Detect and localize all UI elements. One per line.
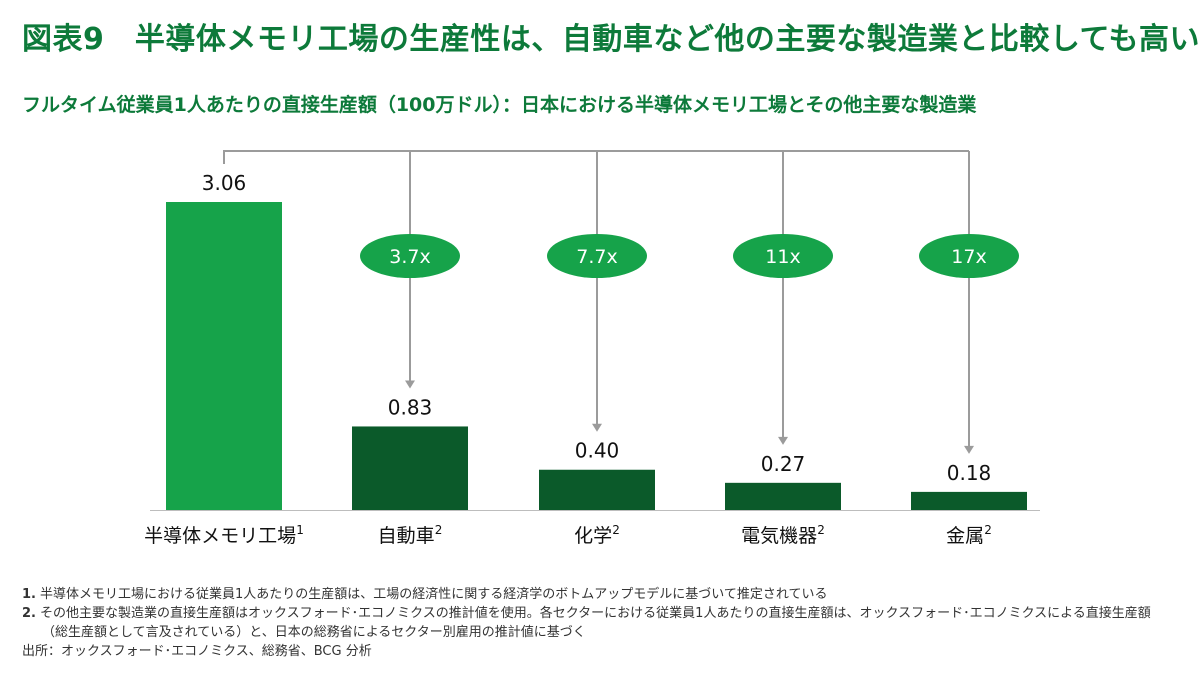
- category-label: 金属2: [946, 523, 992, 547]
- ratio-pill: [733, 234, 833, 278]
- bar: [352, 426, 468, 510]
- footnote-2-continuation: （総生産額として言及されている）と、日本の総務省によるセクター別雇用の推計値に基…: [42, 625, 586, 640]
- category-label: 電気機器2: [741, 523, 825, 547]
- bar: [539, 469, 655, 510]
- page-title: 図表9 半導体メモリ工場の生産性は、自動車など他の主要な製造業と比較しても高い: [22, 22, 1200, 57]
- footnote-2-number: 2.: [22, 606, 36, 621]
- footnotes: 1. 半導体メモリ工場における従業員1人あたりの生産額は、工場の経済性に関する経済…: [22, 585, 1182, 661]
- category-label: 半導体メモリ工場1: [144, 523, 304, 547]
- ratio-pill: [547, 234, 647, 278]
- category-label: 自動車2: [378, 523, 443, 547]
- footnote-1-number: 1.: [22, 587, 36, 602]
- connector-arrowhead: [592, 423, 602, 432]
- value-label: 0.40: [575, 439, 620, 463]
- source-note: 出所：オックスフォード･エコノミクス、総務省、BCG 分析: [22, 644, 372, 659]
- ratio-label: 7.7x: [576, 246, 617, 268]
- category-superscript: 1: [296, 523, 304, 537]
- bar: [911, 491, 1027, 510]
- bar: [166, 202, 282, 510]
- connector-arrowhead: [964, 445, 974, 454]
- ratio-pill: [919, 234, 1019, 278]
- value-label: 3.06: [202, 171, 247, 195]
- value-label: 0.18: [947, 461, 992, 485]
- bar: [725, 482, 841, 510]
- value-label: 0.27: [761, 452, 806, 476]
- category-superscript: 2: [612, 523, 620, 537]
- ratio-label: 11x: [765, 246, 800, 268]
- ratio-label: 17x: [951, 246, 986, 268]
- category-superscript: 2: [817, 523, 825, 537]
- value-label: 0.83: [388, 395, 433, 419]
- chart-subtitle: フルタイム従業員1人あたりの直接生産額（100万ドル）：日本における半導体メモリ…: [22, 94, 977, 116]
- category-superscript: 2: [984, 523, 992, 537]
- footnote-2: 2. その他主要な製造業の直接生産額はオックスフォード･エコノミクスの推計値を使用…: [22, 604, 1182, 623]
- ratio-label: 3.7x: [389, 246, 430, 268]
- footnote-2-text: その他主要な製造業の直接生産額はオックスフォード･エコノミクスの推計値を使用。各…: [39, 606, 1151, 621]
- ratio-pill: [360, 234, 460, 278]
- category-label: 化学2: [574, 523, 620, 547]
- connector-arrowhead: [405, 380, 415, 389]
- footnote-1-text: 半導体メモリ工場における従業員1人あたりの生産額は、工場の経済性に関する経済学の…: [39, 587, 828, 602]
- bar-chart: 3.06 半導体メモリ工場1 3.7x 0.83 自動車2 7.7x 0.40 化学2 11x 0…: [144, 150, 1040, 547]
- connector-arrowhead: [778, 436, 788, 445]
- category-superscript: 2: [435, 523, 443, 537]
- footnote-1: 1. 半導体メモリ工場における従業員1人あたりの生産額は、工場の経済性に関する経済…: [22, 585, 1182, 604]
